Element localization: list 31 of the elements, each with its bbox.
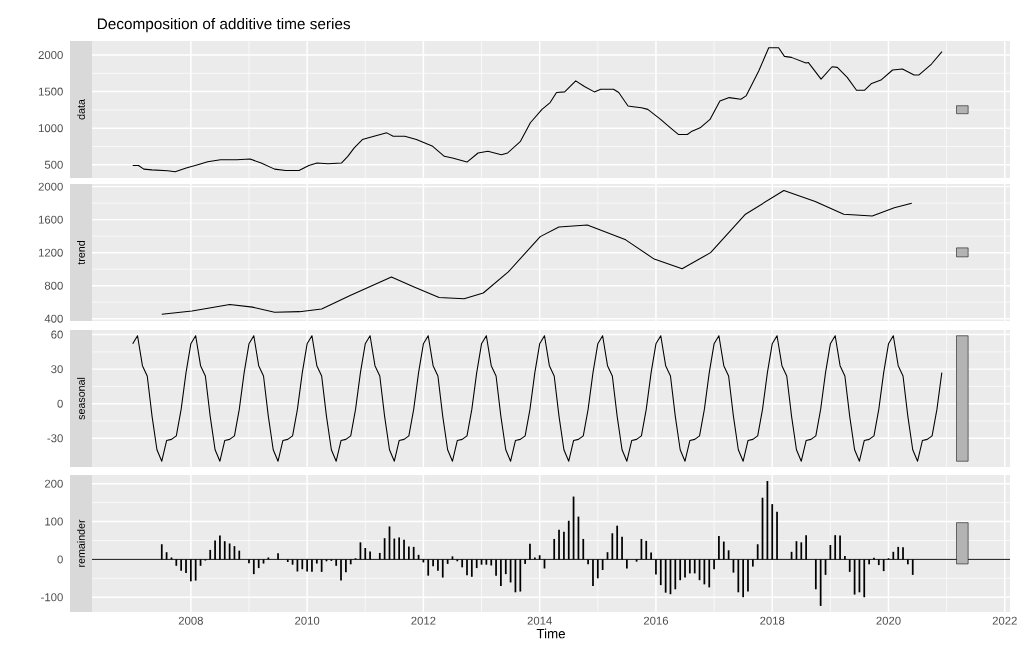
y-tick-label: 1000: [38, 124, 63, 133]
y-tick-label: 30: [51, 365, 63, 374]
y-tick-label: 200: [44, 479, 63, 488]
y-tick-label: 0: [57, 399, 63, 408]
y-tick-label: 1600: [38, 215, 63, 224]
x-tick-label: 2008: [178, 616, 203, 625]
x-tick-label: 2020: [876, 616, 901, 625]
y-tick-label: 2000: [38, 182, 63, 191]
y-tick-label: 500: [44, 160, 63, 169]
y-tick-label: -100: [41, 593, 63, 602]
y-tick-label: 1200: [38, 248, 63, 257]
y-axis-title: remainder: [77, 519, 85, 567]
chart-title: Decomposition of additive time series: [97, 17, 351, 33]
y-tick-label: 100: [45, 517, 63, 526]
x-tick-label: 2014: [527, 616, 552, 625]
y-axis-title: seasonal: [77, 377, 85, 420]
y-tick-label: 1500: [38, 87, 63, 96]
x-tick-label: 2018: [760, 616, 785, 625]
y-tick-label: 2000: [38, 51, 63, 60]
y-axis-title: data: [77, 99, 85, 120]
y-tick-label: 800: [44, 281, 63, 290]
x-axis-title: Time: [536, 628, 565, 639]
x-tick-label: 2012: [411, 616, 436, 625]
x-tick-label: 2016: [643, 616, 669, 625]
y-axis-title: trend: [77, 241, 85, 265]
x-tick-label: 2022: [992, 616, 1017, 625]
y-tick-label: -30: [47, 434, 63, 443]
x-tick-label: 2010: [295, 616, 320, 625]
y-tick-label: 60: [51, 330, 63, 339]
y-tick-label: 0: [57, 555, 63, 564]
y-tick-label: 400: [44, 314, 63, 323]
